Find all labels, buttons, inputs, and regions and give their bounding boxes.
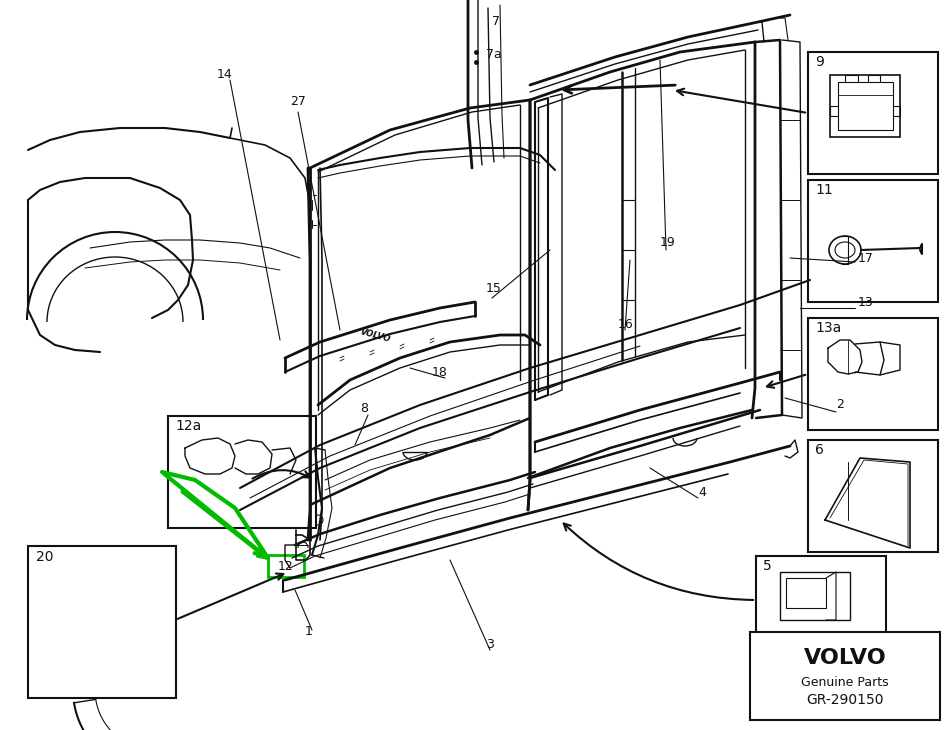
Text: 8: 8 [360,402,368,415]
Text: 1: 1 [305,625,313,638]
Text: 13: 13 [858,296,874,309]
Text: VOLVO: VOLVO [804,648,886,668]
Text: 14: 14 [217,68,233,81]
Bar [830,75,900,137]
Text: 18: 18 [432,366,447,378]
Text: 27: 27 [290,95,306,108]
Bar [786,578,826,608]
Text: Genuine Parts: Genuine Parts [801,675,889,688]
Bar [808,440,938,552]
Text: 12a: 12a [175,419,201,433]
Text: 9: 9 [815,55,824,69]
Bar [268,555,304,577]
Text: 7a: 7a [486,48,501,61]
Text: 11: 11 [815,183,832,197]
Text: 7: 7 [492,15,500,28]
Bar [168,416,316,528]
Text: 2: 2 [836,399,844,412]
Text: 17: 17 [858,252,874,264]
Text: 4: 4 [698,485,706,499]
Text: VOLVO: VOLVO [358,328,392,345]
Bar [756,556,886,644]
Text: 15: 15 [486,282,501,294]
Bar [28,546,176,698]
Text: 5: 5 [763,559,772,573]
Text: 3: 3 [486,639,494,651]
Text: 19: 19 [660,236,676,248]
Text: 12: 12 [278,559,294,572]
Bar [838,82,893,130]
Bar [780,572,850,620]
Bar [808,180,938,302]
Bar [808,52,938,174]
Bar [808,318,938,430]
Text: 6: 6 [815,443,824,457]
Text: 16: 16 [618,318,634,331]
Text: GR-290150: GR-290150 [806,693,884,707]
Text: 13a: 13a [815,321,841,335]
Text: 20: 20 [36,550,53,564]
Bar [750,632,940,720]
